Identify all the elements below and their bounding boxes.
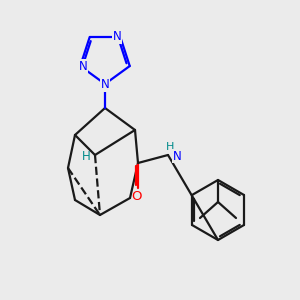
Text: H: H — [166, 142, 174, 152]
Text: O: O — [131, 190, 141, 203]
Text: N: N — [173, 149, 182, 163]
Text: N: N — [100, 79, 109, 92]
Text: N: N — [113, 31, 122, 44]
Text: N: N — [79, 59, 88, 73]
Text: H: H — [82, 151, 90, 164]
